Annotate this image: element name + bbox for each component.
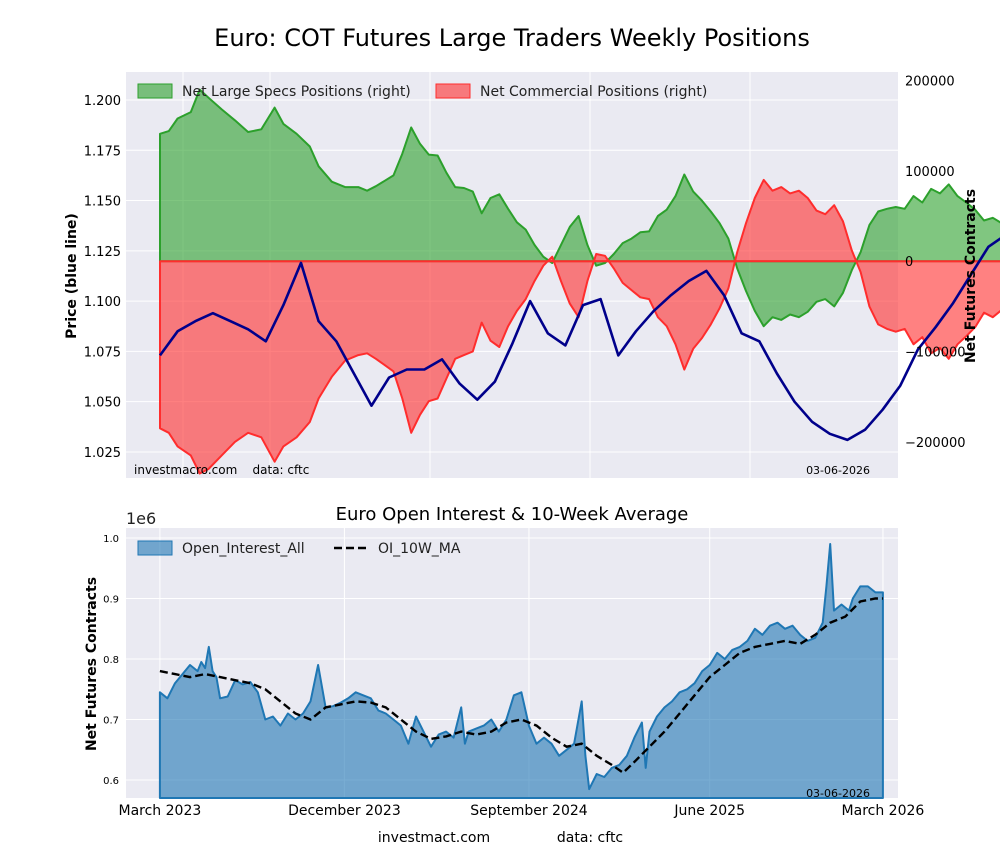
bottom-x-tick-1: December 2023 bbox=[288, 803, 401, 819]
oi-10w-ma-line bbox=[159, 597, 883, 775]
top-left-tick-4: 1.125 bbox=[84, 245, 121, 260]
net-large-specs-area bbox=[159, 88, 1000, 328]
net-commercial-area bbox=[159, 178, 1000, 475]
top-left-tick-7: 1.200 bbox=[84, 94, 121, 109]
top-right-axis-label: Net Futures Contracts bbox=[963, 189, 979, 363]
top-left-tick-0: 1.025 bbox=[84, 446, 121, 461]
legend-swatch-commercial bbox=[435, 83, 471, 99]
bottom-y-tick-4: 0.6 bbox=[103, 776, 119, 787]
top-left-tick-5: 1.150 bbox=[84, 195, 121, 210]
bottom-y-tick-3: 0.7 bbox=[103, 716, 119, 727]
top-right-tick-3: −100000 bbox=[905, 346, 966, 361]
bottom-legend: Open_Interest_All OI_10W_MA bbox=[137, 540, 461, 557]
top-panel: 1.025 1.050 1.075 1.100 1.125 1.150 1.175 1.200… bbox=[64, 72, 1000, 478]
top-left-tick-1: 1.050 bbox=[84, 396, 121, 411]
top-left-tick-6: 1.175 bbox=[84, 144, 121, 159]
bottom-x-tick-2: September 2024 bbox=[470, 803, 588, 819]
top-right-tick-4: −200000 bbox=[905, 436, 966, 451]
bottom-x-tick-3: June 2025 bbox=[673, 803, 745, 819]
top-right-tick-1: 100000 bbox=[905, 165, 955, 180]
bottom-x-tick-0: March 2023 bbox=[119, 803, 202, 819]
top-left-tick-2: 1.075 bbox=[84, 345, 121, 360]
top-legend: Net Large Specs Positions (right) Net Co… bbox=[137, 83, 707, 100]
bottom-x-axis-ticks: March 2023 December 2023 September 2024 Jun… bbox=[119, 803, 925, 819]
price-line bbox=[158, 237, 1000, 442]
top-left-tick-3: 1.100 bbox=[84, 295, 121, 310]
top-right-tick-2: 0 bbox=[905, 255, 913, 270]
bottom-y-tick-2: 0.8 bbox=[103, 655, 119, 666]
legend-label-oi: Open_Interest_All bbox=[182, 541, 305, 557]
top-left-axis-label: Price (blue line) bbox=[64, 213, 80, 339]
bottom-y-axis-ticks: 1.0 0.9 0.8 0.7 0.6 bbox=[103, 534, 119, 787]
top-left-axis-ticks: 1.025 1.050 1.075 1.100 1.125 1.150 1.175 1.200 bbox=[84, 94, 121, 461]
footer-site: investmact.com bbox=[378, 830, 490, 846]
legend-label-ma: OI_10W_MA bbox=[378, 541, 461, 557]
open-interest-area bbox=[158, 543, 884, 799]
top-right-axis-ticks: 200000 100000 0 −100000 −200000 bbox=[905, 75, 966, 451]
bottom-y-axis-label: Net Futures Contracts bbox=[84, 577, 100, 751]
legend-label-specs: Net Large Specs Positions (right) bbox=[182, 84, 411, 100]
top-watermark: investmacro.com data: cftc bbox=[134, 463, 309, 477]
legend-swatch-oi bbox=[137, 540, 173, 556]
bottom-panel: Euro Open Interest & 10-Week Average 1e6… bbox=[84, 504, 924, 819]
footer-data: data: cftc bbox=[557, 830, 623, 846]
top-date-label: 03-06-2026 bbox=[806, 464, 870, 477]
bottom-x-tick-4: March 2026 bbox=[842, 803, 925, 819]
legend-label-commercial: Net Commercial Positions (right) bbox=[480, 84, 707, 100]
figure-title: Euro: COT Futures Large Traders Weekly P… bbox=[214, 24, 810, 52]
bottom-chart-title: Euro Open Interest & 10-Week Average bbox=[336, 504, 689, 525]
legend-swatch-specs bbox=[137, 83, 173, 99]
bottom-scale-label: 1e6 bbox=[126, 509, 156, 528]
bottom-y-tick-1: 0.9 bbox=[103, 595, 119, 606]
bottom-date-label: 03-06-2026 bbox=[806, 787, 870, 800]
top-right-tick-0: 200000 bbox=[905, 75, 955, 90]
bottom-y-tick-0: 1.0 bbox=[103, 534, 119, 545]
